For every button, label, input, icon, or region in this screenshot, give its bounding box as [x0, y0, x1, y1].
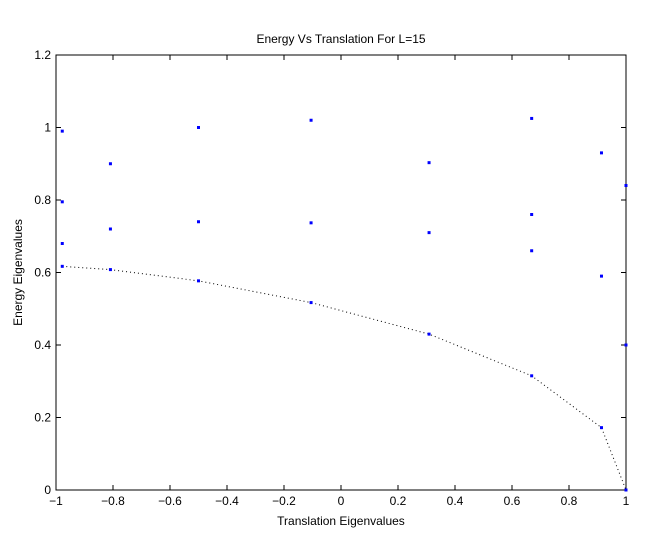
data-point	[530, 116, 534, 120]
x-tick-label: −0.6	[158, 494, 182, 508]
y-tick-label: 0.8	[34, 193, 51, 207]
data-point	[108, 268, 112, 272]
x-tick-label: −0.2	[272, 494, 296, 508]
data-point	[309, 301, 313, 305]
data-point	[60, 200, 64, 204]
data-point	[599, 274, 603, 278]
data-point	[427, 161, 431, 165]
ground-state-line	[62, 265, 627, 491]
chart-title: Energy Vs Translation For L=15	[256, 32, 425, 46]
data-point	[60, 264, 64, 268]
x-tick-label: 0	[338, 494, 345, 508]
x-tick-label: 0.2	[390, 494, 407, 508]
x-tick-label: −1	[49, 494, 63, 508]
x-tick-label: 0.6	[504, 494, 521, 508]
y-tick-label: 0.6	[34, 266, 51, 280]
data-point	[60, 129, 64, 133]
y-tick-label: 0.4	[34, 338, 51, 352]
plot-frame	[55, 54, 627, 491]
data-point	[530, 374, 534, 378]
plot-area: −1 −0.8 −0.6 −0.4 −0.2 0 0.2 0.4 0.6 0.8 1 0 0.2 0.4 0…	[34, 48, 629, 508]
data-point	[530, 213, 534, 216]
data-point	[108, 162, 112, 166]
data-point	[427, 231, 431, 235]
data-point	[108, 227, 112, 231]
x-tick-label: −0.4	[215, 494, 239, 508]
data-point	[309, 118, 313, 122]
data-point	[624, 488, 628, 492]
data-point	[197, 126, 200, 129]
y-tick-label: 0	[44, 483, 51, 497]
data-point	[197, 279, 200, 283]
y-tick-label: 1.2	[34, 48, 51, 62]
data-point	[427, 332, 431, 336]
x-tick-label: −0.8	[101, 494, 125, 508]
x-tick-label: 1	[623, 494, 630, 508]
x-tick-label: 0.4	[447, 494, 464, 508]
data-point	[530, 249, 534, 253]
y-tick-label: 1	[44, 121, 51, 135]
x-axis-title: Translation Eigenvalues	[277, 514, 405, 528]
data-point	[624, 343, 628, 347]
x-tick-label: 0.8	[561, 494, 578, 508]
data-point	[599, 151, 603, 155]
data-point	[599, 426, 603, 430]
data-point	[197, 220, 200, 224]
y-tick-label: 0.2	[34, 411, 51, 425]
y-axis-title: Energy Eigenvalues	[11, 219, 25, 326]
data-point	[309, 221, 313, 225]
data-point	[624, 184, 628, 187]
data-point	[60, 242, 64, 245]
